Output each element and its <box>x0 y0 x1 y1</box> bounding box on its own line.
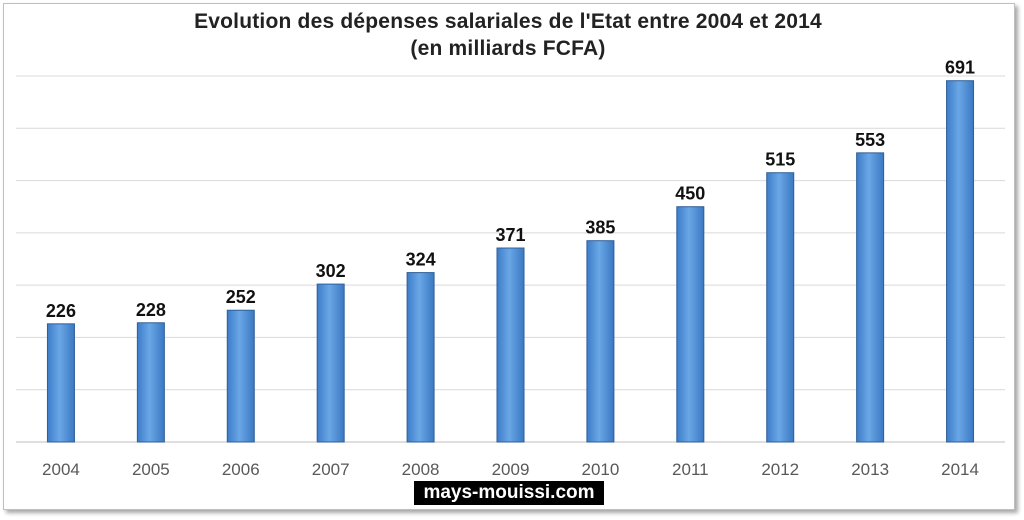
bars <box>46 80 975 443</box>
data-label-2012: 515 <box>765 150 795 170</box>
x-tick-2013: 2013 <box>851 460 889 479</box>
x-tick-2004: 2004 <box>42 460 80 479</box>
x-tick-2007: 2007 <box>312 460 350 479</box>
x-tick-2011: 2011 <box>672 460 709 479</box>
bar-2014 <box>946 80 975 443</box>
x-tick-2006: 2006 <box>222 460 260 479</box>
bar-2009 <box>496 247 525 443</box>
x-tick-2009: 2009 <box>492 460 530 479</box>
bar-2006 <box>226 309 255 443</box>
bar-2007 <box>316 283 345 443</box>
x-tick-2014: 2014 <box>941 460 979 479</box>
x-tick-2005: 2005 <box>132 460 170 479</box>
bar-2013 <box>856 152 885 443</box>
data-label-2009: 371 <box>495 225 525 245</box>
data-label-2005: 228 <box>136 300 166 320</box>
x-tick-2012: 2012 <box>761 460 799 479</box>
data-label-2011: 450 <box>675 184 705 204</box>
x-tick-labels: 2004 2005 2006 2007 2008 2009 2010 2011 2012 2013… <box>42 460 979 479</box>
data-label-2007: 302 <box>316 261 346 281</box>
data-label-2006: 252 <box>226 287 256 307</box>
bar-2004 <box>46 323 75 443</box>
x-tick-2010: 2010 <box>581 460 619 479</box>
bar-2008 <box>406 272 435 443</box>
data-label-2014: 691 <box>945 58 975 78</box>
data-label-2008: 324 <box>406 250 436 270</box>
chart-title: Evolution des dépenses salariales de l'E… <box>194 10 822 33</box>
data-label-2013: 553 <box>855 130 885 150</box>
watermark: mays-mouissi.com <box>414 481 604 505</box>
bar-2010 <box>586 240 615 443</box>
data-label-2010: 385 <box>585 218 615 238</box>
chart-subtitle: (en milliards FCFA) <box>410 37 606 60</box>
bar-2005 <box>136 322 165 443</box>
data-labels: 226 228 252 302 324 371 385 450 515 553 691 <box>46 58 975 321</box>
x-tick-2008: 2008 <box>402 460 440 479</box>
bar-2012 <box>766 172 795 443</box>
bar-2011 <box>676 206 705 443</box>
data-label-2004: 226 <box>46 301 76 321</box>
